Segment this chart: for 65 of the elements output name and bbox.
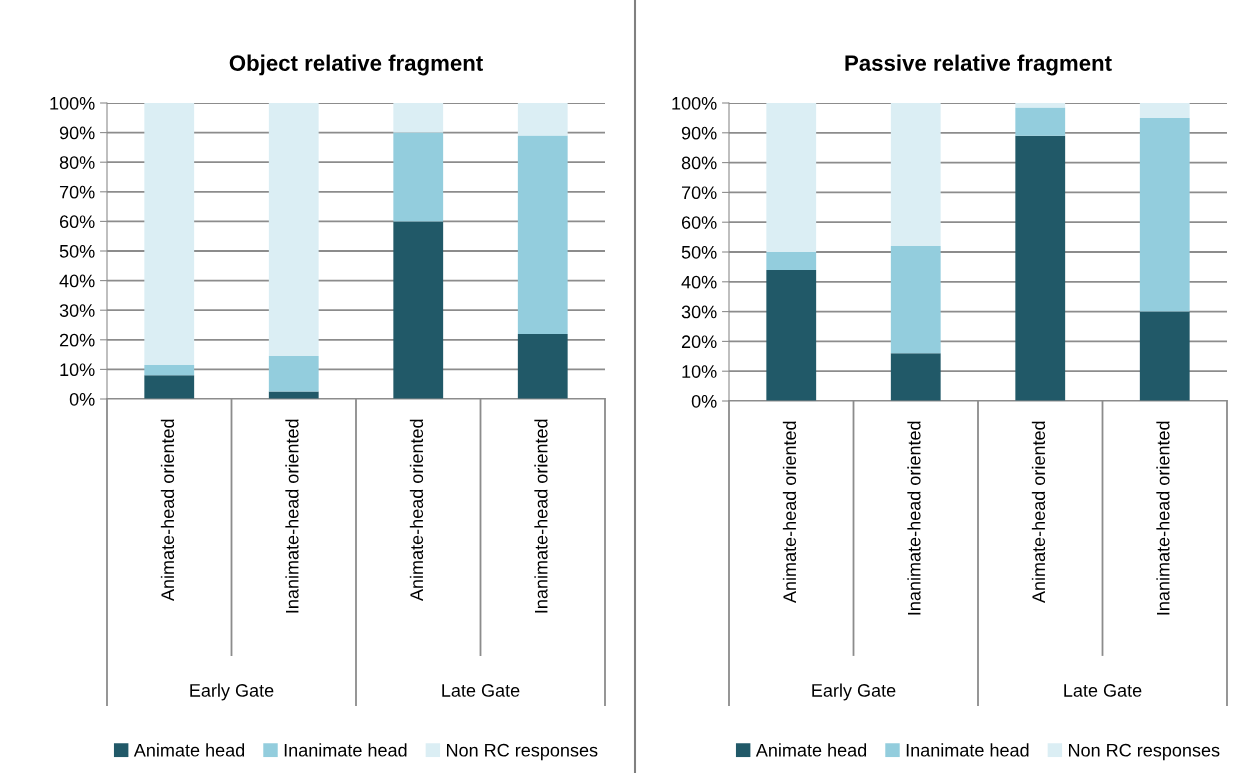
bar (393, 221, 444, 399)
bar (766, 252, 817, 270)
bar (1139, 311, 1190, 401)
y-tick-label: 40% (681, 275, 717, 289)
bar (517, 333, 568, 399)
y-tick-label: 10% (682, 365, 717, 378)
y-tick-label: 60% (681, 216, 717, 229)
y-tick-label: 80% (681, 156, 717, 170)
text: Late Gate (442, 684, 520, 697)
x-tick-label: Animate-head oriented (1031, 421, 1046, 604)
y-tick-label: 30% (59, 304, 95, 317)
y-tick-label: 40% (59, 274, 95, 288)
x-tick-label: Inanimate-head oriented (1156, 421, 1170, 615)
y-tick-label: 70% (681, 186, 717, 200)
y-tick-label: 50% (681, 245, 717, 259)
y-tick-label: 90% (59, 126, 95, 140)
bar (393, 103, 444, 133)
bar (890, 246, 941, 354)
bar (1139, 103, 1190, 118)
x-tick-label: Animate-head oriented (782, 421, 797, 604)
y-tick-label: 10% (60, 363, 95, 377)
bar (517, 103, 568, 136)
bar (517, 135, 568, 334)
y-tick-label: 50% (59, 244, 95, 258)
y-tick-label: 20% (681, 335, 717, 349)
legend-label: Animate head (755, 743, 867, 757)
legend-label: Inanimate head (284, 743, 407, 757)
bar (1015, 103, 1066, 108)
bar (144, 364, 195, 376)
bar (144, 375, 195, 399)
text: Late Gate (1064, 684, 1142, 697)
legend-label: Animate head (133, 743, 245, 757)
chart-title: Object relative fragment (229, 54, 483, 76)
y-tick-label: 20% (59, 333, 95, 347)
x-tick-label: Inanimate-head oriented (285, 419, 299, 613)
y-tick-label: 100% (50, 96, 95, 110)
bar (766, 103, 817, 252)
legend-label: Non RC responses (1069, 743, 1220, 761)
bar (890, 353, 941, 401)
bar (393, 132, 444, 222)
y-tick-label: 0% (691, 394, 717, 408)
bar (766, 269, 817, 401)
y-tick-label: 100% (672, 96, 717, 110)
x-tick-label: Inanimate-head oriented (907, 421, 921, 615)
y-tick-label: 70% (59, 185, 95, 199)
legend-label: Non RC responses (447, 743, 598, 761)
bar (1015, 107, 1066, 136)
chart-title: Passive relative fragment (845, 54, 1112, 76)
bar (144, 103, 195, 365)
bar (1139, 117, 1190, 312)
x-tick-label: Animate-head oriented (160, 419, 175, 602)
y-tick-label: 30% (681, 305, 717, 319)
bar (1015, 135, 1066, 401)
bar (268, 356, 319, 392)
x-tick-label: Inanimate-head oriented (534, 419, 548, 613)
bar (890, 103, 941, 247)
y-tick-label: 90% (681, 126, 717, 140)
text: Early Gate (812, 683, 896, 701)
legend-label: Inanimate head (906, 743, 1029, 757)
bar (268, 103, 319, 357)
x-tick-label: Animate-head oriented (409, 419, 424, 602)
y-tick-label: 60% (59, 215, 95, 229)
y-tick-label: 0% (69, 392, 95, 406)
text: Early Gate (190, 683, 274, 701)
y-tick-label: 80% (59, 156, 95, 169)
